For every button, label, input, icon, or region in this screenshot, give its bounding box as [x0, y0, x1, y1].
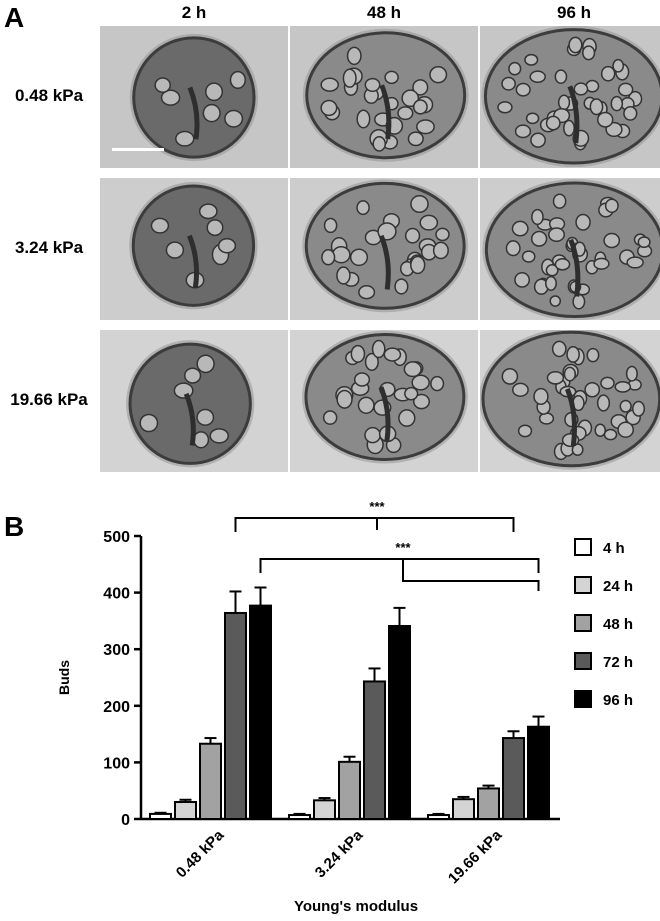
significance-label: ***: [395, 540, 411, 555]
significance-label: ***: [369, 499, 385, 514]
bar: [199, 742, 222, 820]
bar: [224, 611, 247, 820]
bar: [249, 604, 272, 820]
legend-label: 48 h: [603, 616, 633, 633]
legend-label: 4 h: [603, 540, 625, 557]
bar: [313, 799, 336, 820]
explant-image: [290, 330, 478, 472]
bar: [502, 737, 525, 820]
row-label-3-24kpa: 3.24 kPa: [14, 238, 84, 257]
explant-image: [100, 26, 288, 168]
explant-image: [100, 330, 288, 472]
category-label: 0.48 kPa: [173, 826, 228, 881]
y-tick-label: 0: [121, 812, 130, 829]
explant-image: [290, 26, 478, 168]
legend-label: 72 h: [603, 654, 633, 671]
column-label-96h: 96 h: [556, 3, 592, 22]
row-label-0-48kpa: 0.48 kPa: [14, 86, 84, 105]
y-tick-label: 300: [103, 642, 130, 659]
scale-bar: [112, 148, 164, 151]
legend-swatch: [574, 690, 592, 708]
bar: [527, 725, 550, 821]
x-axis-title: Young's modulus: [294, 898, 418, 915]
bar: [288, 814, 311, 820]
legend-label: 24 h: [603, 578, 633, 595]
legend-label: 96 h: [603, 692, 633, 709]
category-label: 3.24 kPa: [312, 826, 367, 881]
significance-bracket: [259, 558, 540, 573]
bar: [477, 787, 500, 821]
column-label-48h: 48 h: [366, 3, 402, 22]
explant-image: [480, 178, 660, 320]
explant-image: [480, 330, 660, 472]
bar: [427, 814, 450, 820]
row-label-19-66kpa: 19.66 kPa: [10, 390, 88, 409]
bud-count-bar-chart: 0 100 200 300 400 500 Buds Young's modulus 0.48 …: [56, 499, 633, 915]
bar: [149, 812, 172, 821]
y-tick-label: 500: [103, 529, 130, 546]
column-label-2h: 2 h: [181, 3, 207, 22]
legend-swatch: [574, 576, 592, 594]
bar: [363, 680, 386, 820]
y-tick-label: 100: [103, 755, 130, 772]
category-label: 19.66 kPa: [445, 826, 506, 887]
explant-image: [100, 178, 288, 320]
y-axis-title: Buds: [56, 660, 72, 695]
legend-swatch: [574, 652, 592, 670]
bar: [174, 801, 197, 820]
explant-image: [480, 26, 660, 168]
bar: [388, 624, 411, 820]
bar: [452, 798, 475, 821]
significance-bracket-inner: [402, 571, 540, 591]
panel-a-letter: A: [4, 2, 25, 33]
significance-bracket: [234, 517, 515, 532]
legend-swatch: [574, 538, 592, 556]
legend-swatch: [574, 614, 592, 632]
explant-image: [290, 178, 478, 320]
bar: [338, 760, 361, 821]
y-tick-label: 400: [103, 586, 130, 603]
panel-b-letter: B: [4, 511, 25, 542]
y-tick-label: 200: [103, 699, 130, 716]
